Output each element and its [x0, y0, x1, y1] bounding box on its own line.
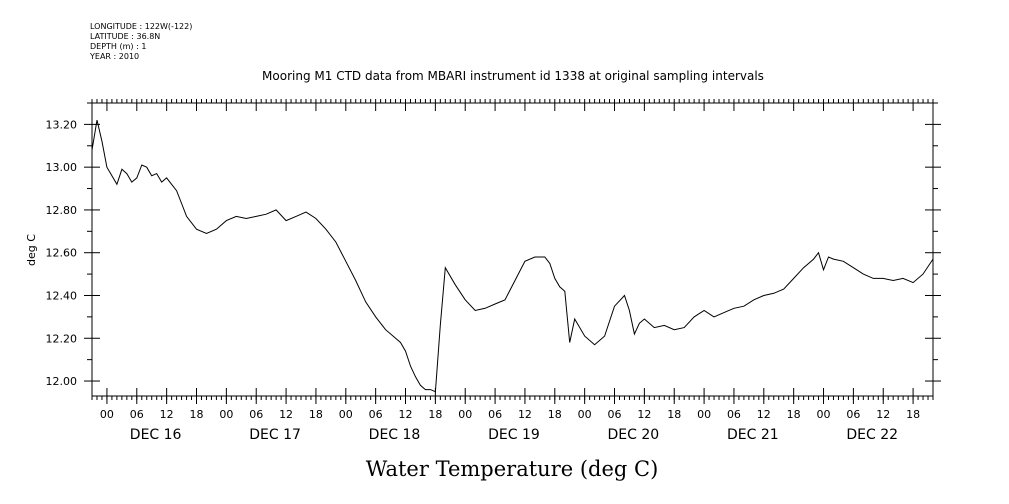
x-hour-label: 12 — [399, 408, 413, 421]
x-hour-label: 12 — [279, 408, 293, 421]
x-hour-label: 18 — [906, 408, 920, 421]
x-date-label: DEC 17 — [249, 427, 301, 443]
metadata-block: LONGITUDE : 122W(-122) LATITUDE : 36.8N … — [90, 22, 192, 62]
metadata-longitude: LONGITUDE : 122W(-122) — [90, 22, 193, 31]
x-hour-label: 12 — [518, 408, 532, 421]
x-hour-label: 06 — [846, 408, 860, 421]
x-hour-label: 18 — [309, 408, 323, 421]
x-hour-label: 18 — [548, 408, 562, 421]
x-hour-label: 06 — [608, 408, 622, 421]
x-hour-label: 06 — [369, 408, 383, 421]
x-hour-label: 00 — [697, 408, 711, 421]
y-tick-label: 12.40 — [46, 289, 78, 302]
plot-frame — [91, 102, 934, 397]
y-tick-label: 13.00 — [46, 161, 78, 174]
x-hour-label: 06 — [488, 408, 502, 421]
x-hour-label: 00 — [578, 408, 592, 421]
x-hour-label: 00 — [817, 408, 831, 421]
x-hour-label: 12 — [160, 408, 174, 421]
x-hour-label: 00 — [219, 408, 233, 421]
x-hour-label: 18 — [787, 408, 801, 421]
x-date-label: DEC 21 — [727, 427, 779, 443]
chart-title: Mooring M1 CTD data from MBARI instrumen… — [262, 69, 764, 83]
y-tick-label: 12.60 — [46, 247, 78, 260]
y-axis: 12.00 12.20 12.40 12.60 12.80 13.00 13.20 — [46, 102, 941, 388]
x-axis-label: Water Temperature (deg C) — [366, 457, 659, 481]
x-axis: 00 06 12 18 00 06 12 18 00 06 12 18 00 06 12 18 00 06 12 18… — [100, 103, 920, 443]
x-date-label: DEC 19 — [488, 427, 540, 443]
x-hour-label: 06 — [249, 408, 263, 421]
x-hour-label: 00 — [100, 408, 114, 421]
x-hour-label: 00 — [458, 408, 472, 421]
x-hour-label: 12 — [876, 408, 890, 421]
metadata-year: YEAR : 2010 — [90, 52, 140, 61]
x-date-label: DEC 18 — [369, 427, 421, 443]
y-tick-label: 13.20 — [46, 118, 78, 131]
x-hour-label: 12 — [757, 408, 771, 421]
series-line — [91, 119, 934, 393]
x-date-label: DEC 16 — [130, 427, 182, 443]
x-hour-label: 12 — [637, 408, 651, 421]
y-axis-label: deg C — [25, 234, 38, 266]
x-date-label: DEC 22 — [846, 427, 898, 443]
x-date-label: DEC 20 — [608, 427, 660, 443]
metadata-latitude: LATITUDE : 36.8N — [90, 32, 161, 41]
x-hour-label: 18 — [428, 408, 442, 421]
x-hour-label: 06 — [727, 408, 741, 421]
x-hour-label: 18 — [190, 408, 204, 421]
y-tick-label: 12.80 — [46, 204, 78, 217]
x-hour-label: 00 — [339, 408, 353, 421]
x-hour-label: 06 — [130, 408, 144, 421]
y-tick-label: 12.00 — [46, 375, 78, 388]
y-tick-label: 12.20 — [46, 332, 78, 345]
x-hour-label: 18 — [667, 408, 681, 421]
minor-ticks — [91, 99, 934, 400]
metadata-depth: DEPTH (m) : 1 — [90, 42, 147, 51]
